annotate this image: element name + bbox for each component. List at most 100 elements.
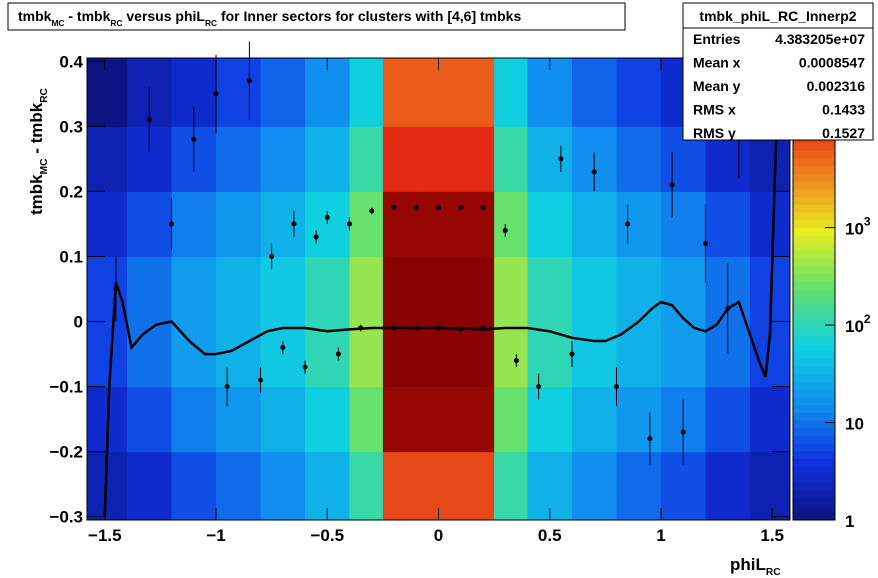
z-tick-base: 1 [845,512,854,531]
y-axis-title: tmbkMC - tmbkRC [27,87,50,215]
palette-step [793,150,835,159]
heat-cell [527,386,573,453]
profile-point [647,436,653,442]
palette-step [793,265,835,275]
palette-step [793,212,835,221]
stats-value: 0.0008547 [799,55,865,71]
y-tick-label: 0.3 [59,117,83,136]
palette-step [793,242,835,251]
heat-cell [460,126,495,192]
profile-point [502,227,508,233]
profile-point [347,221,353,227]
z-tick-label: 1 [845,512,854,531]
heat-cell [382,191,417,257]
profile-point [458,205,464,211]
x-tick-label: 0.5 [538,526,562,545]
palette-step [793,165,835,174]
profile-point [369,208,375,214]
profile-point [480,325,486,331]
subscript: RC [205,18,217,28]
heat-cell [660,256,706,323]
heat-cell [216,451,262,521]
heat-cell [494,386,528,453]
subscript: MC [39,158,50,174]
heat-cell [349,321,384,388]
profile-point [725,306,731,312]
x-tick-label: 1 [656,526,665,545]
x-tick-label: 1.5 [760,526,784,545]
palette-step [793,219,835,228]
heat-cell [349,256,384,323]
heat-cell [616,386,662,453]
heat-cell [127,386,173,453]
stats-label: Mean y [693,78,741,94]
heat-cell [494,126,528,192]
profile-point [224,384,230,390]
heat-cell [571,386,617,453]
palette-step [793,350,835,359]
palette-step [793,512,835,521]
heat-cell [305,256,351,323]
heatmap [87,58,791,521]
heat-cell [87,191,128,257]
profile-point [702,240,708,246]
palette-step [793,319,835,328]
heat-cell [527,126,573,192]
x-tick-label: −0.5 [310,526,344,545]
heat-cell [216,126,262,192]
heat-cell [460,321,495,388]
heat-cell [416,386,462,453]
heat-cell [216,256,262,323]
heat-cell [416,126,462,192]
heat-cell [260,451,306,521]
profile-point [625,221,631,227]
y-tick-label: 0.4 [59,52,83,71]
x-tick-label: 0 [434,526,443,545]
profile-point [269,253,275,259]
heat-cell [305,126,351,192]
heat-cell [460,191,495,257]
profile-point [324,214,330,220]
stats-value: 4.383205e+07 [775,31,865,47]
heat-cell [260,126,306,192]
overlay: −1.5 −1 −0.5 0 0.5 1 1.5 −0.3 −0.2 −0.1 0 0.1 0.2 0.3… [7,2,874,578]
subscript: MC [51,18,64,28]
x-tick-label: −1 [206,526,225,545]
heat-cell [216,386,262,453]
z-tick-exponent: 3 [864,215,871,229]
z-tick-base: 10 [845,415,864,434]
profile-point [569,351,575,357]
heat-cell [527,256,573,323]
profile-point [335,351,341,357]
palette-step [793,181,835,190]
text-part: versus phiL [122,8,205,24]
palette-step [793,443,835,452]
profile-point [391,325,397,331]
profile-point [480,205,486,211]
heat-cell [171,256,217,323]
profile-point [391,205,397,211]
profile-point [436,325,441,331]
profile-point [436,205,441,211]
profile-point [313,234,319,240]
heat-cell [87,58,128,127]
heat-cell [216,321,262,388]
heat-cell [616,126,662,192]
stats-value: 0.1433 [822,102,865,118]
x-axis-title: phiLRC [730,555,781,578]
heat-cell [87,126,128,192]
palette-step [793,373,835,382]
palette-step [793,396,835,405]
heat-cell [571,451,617,521]
palette-step [793,481,835,490]
palette-step [793,342,835,352]
palette-step [793,158,835,167]
palette-step [793,304,835,313]
heat-cell [571,191,617,257]
x-tick-label: −1.5 [88,526,122,545]
palette-step [793,450,835,459]
heat-cell [171,451,217,521]
profile-point [413,325,419,331]
y-tick-label: −0.2 [49,443,83,462]
